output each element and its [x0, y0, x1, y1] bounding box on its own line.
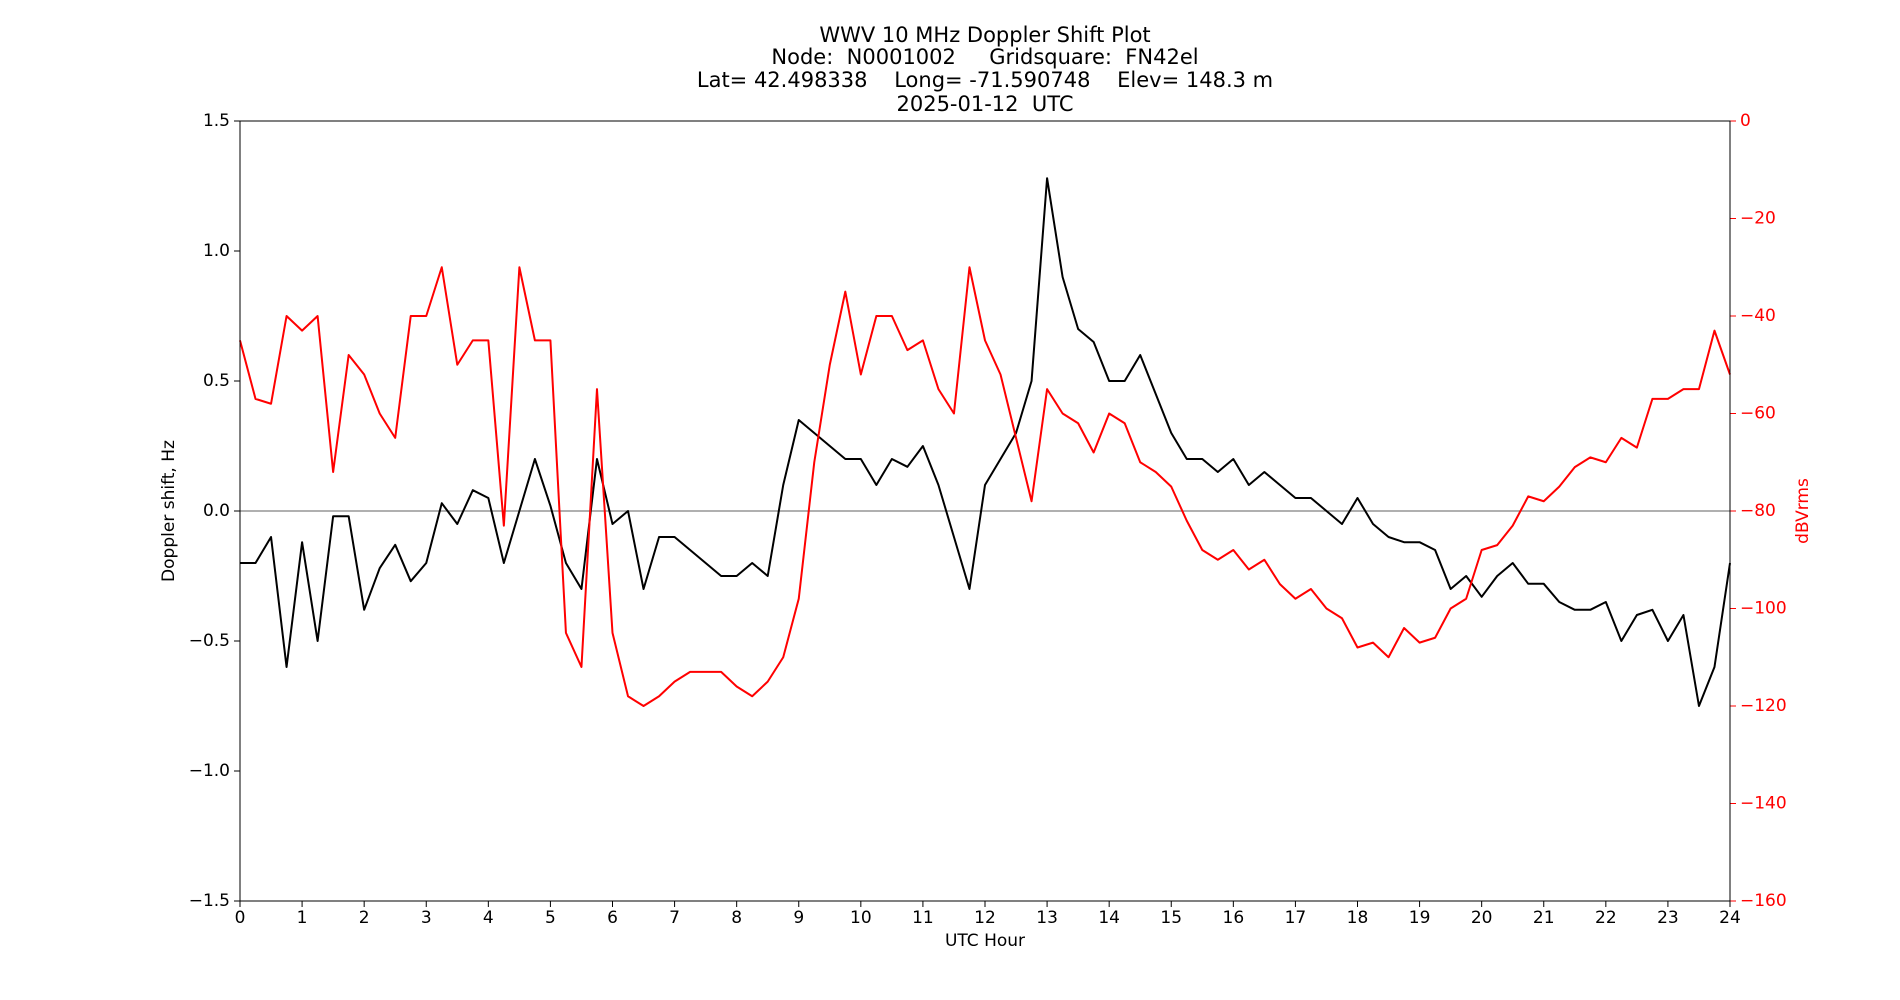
x-tick-label: 11 — [912, 908, 934, 928]
x-tick-label: 4 — [483, 908, 494, 928]
x-tick-label: 16 — [1223, 908, 1245, 928]
x-tick-label: 20 — [1471, 908, 1493, 928]
y-tick-label: −1.5 — [189, 891, 230, 911]
x-tick-label: 5 — [545, 908, 556, 928]
x-tick-label: 2 — [359, 908, 370, 928]
x-tick-label: 19 — [1409, 908, 1431, 928]
y2-tick-label: −40 — [1740, 306, 1776, 326]
y-tick-label: 1.5 — [203, 111, 230, 131]
y-tick-label: −0.5 — [189, 631, 230, 651]
x-tick-label: 18 — [1347, 908, 1369, 928]
plot-frame — [239, 120, 1731, 902]
chart-title: Node: N0001002 Gridsquare: FN42el — [771, 45, 1198, 69]
y2-tick-label: −20 — [1740, 209, 1776, 229]
y2-tick-label: −80 — [1740, 501, 1776, 521]
x-tick-label: 23 — [1657, 908, 1679, 928]
y2-tick-label: −100 — [1740, 599, 1787, 619]
x-tick-label: 8 — [731, 908, 742, 928]
x-tick-label: 7 — [669, 908, 680, 928]
x-tick-label: 12 — [974, 908, 996, 928]
x-tick-label: 17 — [1285, 908, 1307, 928]
x-tick-label: 24 — [1719, 908, 1741, 928]
chart-title: 2025-01-12 UTC — [896, 92, 1073, 116]
chart-title: WWV 10 MHz Doppler Shift Plot — [819, 23, 1150, 47]
x-axis-label: UTC Hour — [945, 931, 1025, 951]
x-tick-label: 21 — [1533, 908, 1555, 928]
x-tick-label: 0 — [235, 908, 246, 928]
x-tick-label: 9 — [793, 908, 804, 928]
x-tick-label: 3 — [421, 908, 432, 928]
y2-tick-label: 0 — [1740, 111, 1751, 131]
y2-axis-label: dBVrms — [1793, 478, 1813, 544]
x-tick-label: 14 — [1098, 908, 1120, 928]
chart-title: Lat= 42.498338 Long= -71.590748 Elev= 14… — [697, 68, 1273, 92]
x-tick-label: 13 — [1036, 908, 1058, 928]
y-tick-label: 1.0 — [203, 241, 230, 261]
y2-tick-label: −140 — [1740, 794, 1787, 814]
series-line — [240, 177, 1731, 707]
x-tick-label: 6 — [607, 908, 618, 928]
x-tick-label: 22 — [1595, 908, 1617, 928]
y2-tick-label: −120 — [1740, 696, 1787, 716]
y-axis-label: Doppler shift, Hz — [159, 440, 179, 582]
y2-tick-label: −160 — [1740, 891, 1787, 911]
y-tick-label: 0.0 — [203, 501, 230, 521]
x-tick-label: 10 — [850, 908, 872, 928]
y-tick-label: 0.5 — [203, 371, 230, 391]
y2-tick-label: −60 — [1740, 404, 1776, 424]
x-tick-label: 1 — [297, 908, 308, 928]
y-tick-label: −1.0 — [189, 761, 230, 781]
x-tick-label: 15 — [1160, 908, 1182, 928]
series-line — [239, 266, 1731, 707]
